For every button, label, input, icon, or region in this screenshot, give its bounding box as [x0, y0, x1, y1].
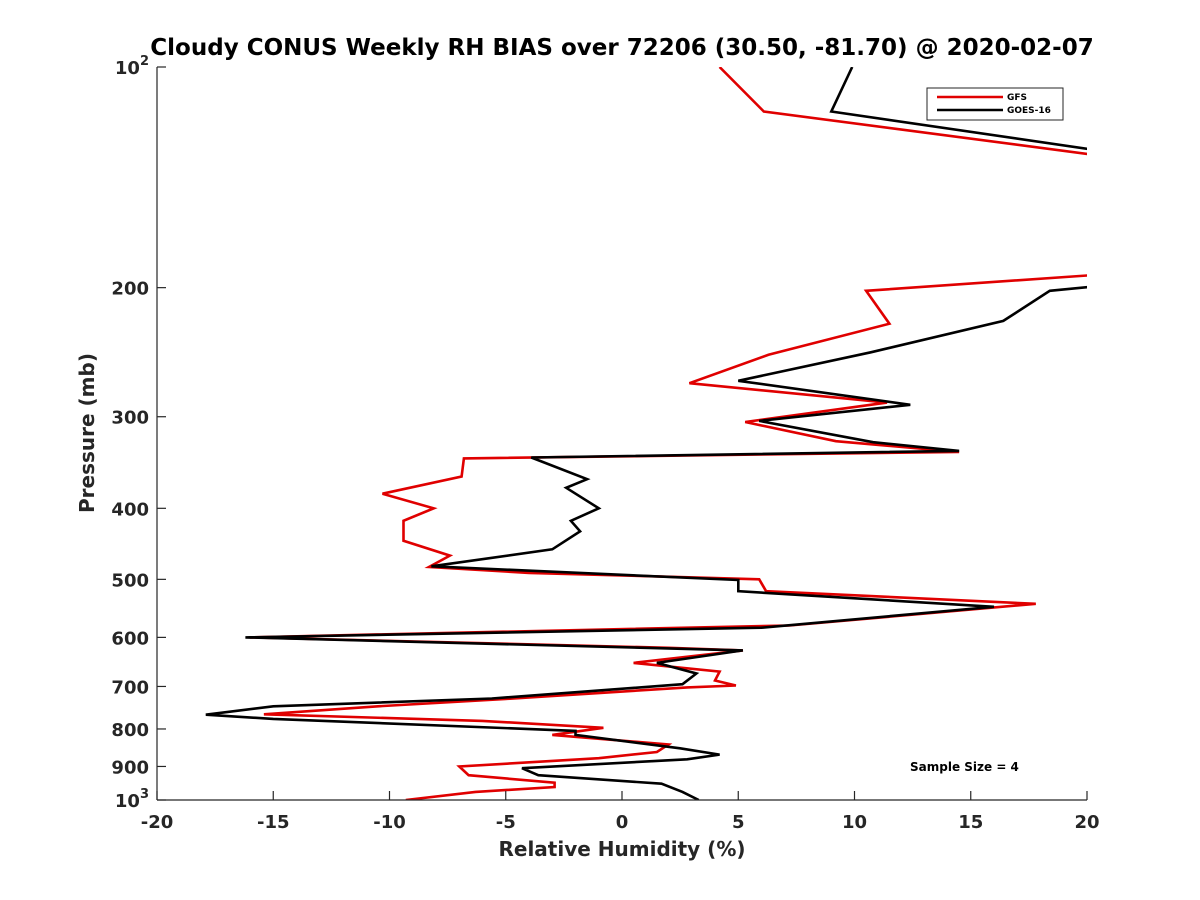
y-axis-label: Pressure (mb) [75, 353, 99, 513]
x-tick-label: 5 [732, 812, 745, 833]
x-tick-label: -15 [257, 812, 290, 833]
x-tick-label: -20 [141, 812, 174, 833]
y-tick-label: 300 [111, 408, 149, 429]
legend-label-gfs: GFS [1007, 93, 1027, 103]
y-tick-label: 700 [111, 677, 149, 698]
y-tick-label: 500 [111, 570, 149, 591]
x-axis-label: Relative Humidity (%) [498, 837, 745, 861]
legend-label-goes16: GOES-16 [1007, 106, 1051, 116]
x-tick-label: 20 [1074, 812, 1099, 833]
y-tick-label: 102 [115, 54, 149, 79]
y-tick-label: 400 [111, 499, 149, 520]
x-tick-label: -10 [373, 812, 406, 833]
sample-size-annotation: Sample Size = 4 [910, 760, 1019, 774]
y-tick-label: 600 [111, 628, 149, 649]
chart-title: Cloudy CONUS Weekly RH BIAS over 72206 (… [150, 35, 1093, 61]
y-tick-label: 900 [111, 757, 149, 778]
x-tick-label: 15 [958, 812, 983, 833]
x-tick-label: 0 [616, 812, 629, 833]
y-tick-label: 200 [111, 279, 149, 300]
x-tick-label: 10 [842, 812, 867, 833]
x-tick-label: -5 [496, 812, 516, 833]
axes-layer: -20 -15 -10 -5 0 5 10 15 20 102 200 300 400 500 600 700… [111, 54, 1099, 833]
legend-box [926, 87, 1064, 121]
series-line-goes16 [205, 67, 1087, 800]
y-tick-label: 103 [115, 787, 149, 812]
y-tick-label: 800 [111, 720, 149, 741]
legend: GFS GOES-16 [926, 87, 1064, 121]
series-layer [205, 67, 1087, 800]
